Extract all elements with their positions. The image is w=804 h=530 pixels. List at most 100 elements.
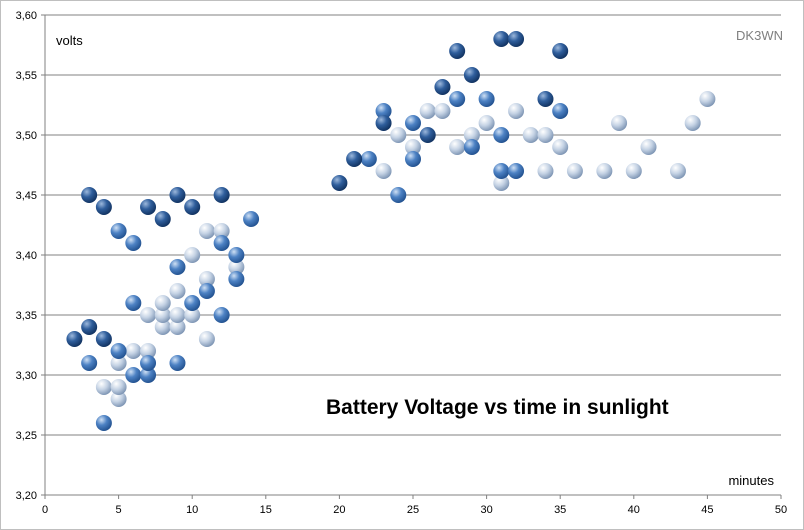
data-point-dark [81, 319, 98, 335]
x-tick-label: 15 [260, 504, 272, 516]
data-point-light [537, 163, 554, 179]
data-point-dark [463, 67, 480, 83]
data-point-medium [169, 355, 186, 371]
data-points [66, 31, 716, 431]
data-point-light [169, 319, 186, 335]
data-point-medium [493, 163, 510, 179]
data-point-medium [95, 415, 112, 431]
x-tick-label: 30 [480, 504, 492, 516]
data-point-dark [95, 199, 112, 215]
data-point-medium [213, 307, 230, 323]
data-point-medium [110, 343, 127, 359]
data-point-dark [169, 187, 186, 203]
data-point-medium [449, 91, 466, 107]
data-point-medium [169, 259, 186, 275]
data-point-light [625, 163, 642, 179]
data-point-medium [390, 187, 407, 203]
data-point-medium [110, 223, 127, 239]
x-tick-label: 35 [554, 504, 566, 516]
data-point-light [684, 115, 701, 131]
data-point-medium [81, 355, 98, 371]
y-tick-label: 3,25 [16, 430, 37, 442]
axes [44, 15, 782, 499]
data-point-light [154, 319, 171, 335]
data-point-dark [154, 211, 171, 227]
data-point-dark [449, 43, 466, 59]
x-tick-label: 50 [775, 504, 787, 516]
data-point-medium [125, 295, 142, 311]
data-point-light [552, 139, 569, 155]
x-tick-label: 45 [701, 504, 713, 516]
data-point-medium [405, 115, 421, 131]
y-tick-label: 3,35 [16, 310, 37, 322]
data-point-medium [360, 151, 377, 167]
data-point-medium [552, 103, 569, 119]
data-point-light [228, 259, 245, 275]
data-point-dark [95, 331, 112, 347]
data-point-light [110, 379, 127, 395]
data-point-light [508, 103, 525, 119]
data-point-light [169, 307, 186, 323]
data-point-light [140, 307, 157, 323]
data-point-light [154, 307, 171, 323]
data-point-light [596, 163, 613, 179]
data-point-light [669, 163, 686, 179]
data-point-dark [537, 91, 554, 107]
data-point-light [198, 223, 215, 239]
data-point-dark [434, 79, 451, 95]
data-point-dark [66, 331, 83, 347]
data-point-medium [125, 235, 142, 251]
x-tick-label: 20 [333, 504, 345, 516]
data-point-medium [405, 151, 421, 167]
y-tick-label: 3,45 [16, 190, 37, 202]
author-credit: DK3WN [736, 28, 783, 43]
data-point-light [213, 223, 230, 239]
data-point-medium [508, 163, 525, 179]
data-point-light [95, 379, 112, 395]
data-point-medium [184, 295, 201, 311]
data-point-light [169, 283, 186, 299]
data-point-light [110, 355, 127, 371]
y-tick-label: 3,20 [16, 490, 37, 502]
y-tick-label: 3,50 [16, 130, 37, 142]
x-tick-label: 25 [407, 504, 419, 516]
data-point-light [154, 295, 171, 311]
data-point-light [611, 115, 628, 131]
data-point-light [140, 343, 157, 359]
data-point-dark [184, 199, 201, 215]
x-tick-label: 10 [186, 504, 198, 516]
y-tick-labels: 3,20 3,25 3,30 3,35 3,40 3,45 3,50 3,55 3,60 [16, 10, 37, 502]
data-point-light [478, 115, 495, 131]
y-axis-label: volts [56, 33, 83, 48]
chart-title: Battery Voltage vs time in sunlight [326, 396, 669, 419]
data-point-medium [125, 367, 142, 383]
data-point-medium [243, 211, 260, 227]
data-point-medium [493, 127, 510, 143]
data-point-dark [140, 199, 157, 215]
data-point-medium [213, 235, 230, 251]
data-point-dark [419, 127, 436, 143]
x-tick-label: 40 [628, 504, 640, 516]
data-point-medium [140, 355, 157, 371]
data-point-light [449, 139, 466, 155]
data-point-light [198, 271, 215, 287]
y-tick-label: 3,60 [16, 10, 37, 22]
x-tick-labels: 0 5 10 15 20 25 30 35 40 45 50 [42, 504, 787, 516]
data-point-dark [552, 43, 569, 59]
data-point-medium [228, 247, 245, 263]
x-axis-label: minutes [728, 473, 774, 488]
data-point-light [434, 103, 451, 119]
data-point-light [537, 127, 554, 143]
data-point-light [125, 343, 142, 359]
data-point-dark [213, 187, 230, 203]
data-point-dark [493, 31, 510, 47]
data-point-light [463, 127, 480, 143]
data-point-medium [375, 103, 392, 119]
data-point-light [184, 307, 201, 323]
x-tick-label: 5 [116, 504, 122, 516]
data-point-light [198, 331, 215, 347]
data-point-light [493, 175, 510, 191]
data-point-dark [81, 187, 98, 203]
